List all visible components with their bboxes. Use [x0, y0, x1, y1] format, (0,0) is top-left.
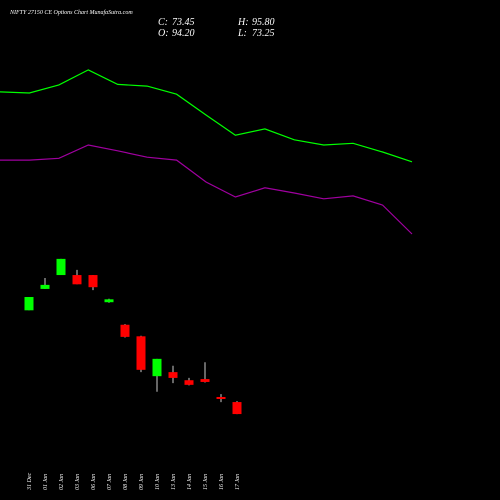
- x-tick-label: 08 Jan: [123, 474, 129, 490]
- x-tick-label: 06 Jan: [91, 474, 97, 490]
- candle-body: [40, 284, 50, 289]
- x-tick-label: 03 Jan: [75, 474, 81, 490]
- x-tick-label: 02 Jan: [59, 474, 65, 490]
- x-tick-label: 16 Jan: [219, 474, 225, 490]
- x-tick-label: 17 Jan: [235, 474, 241, 490]
- ohlc-value: 73.45: [172, 17, 195, 28]
- chart-title: NIFTY 27150 CE Options Chart MunafaSutra…: [9, 9, 133, 16]
- x-tick-label: 09 Jan: [139, 474, 145, 490]
- x-tick-label: 07 Jan: [107, 474, 113, 490]
- candle-body: [24, 297, 34, 311]
- candle-body: [136, 336, 146, 370]
- x-tick-label: 31 Dec: [27, 473, 33, 491]
- x-tick-label: 14 Jan: [186, 474, 193, 490]
- ohlc-key: C:: [158, 17, 168, 28]
- candle-body: [72, 275, 82, 285]
- ohlc-value: 73.25: [252, 28, 275, 39]
- ohlc-key: O:: [158, 28, 169, 39]
- indicator-line: [0, 144, 413, 235]
- candle-body: [168, 372, 178, 378]
- x-tick-label: 13 Jan: [171, 474, 177, 490]
- candle-body: [200, 379, 210, 382]
- candle-body: [104, 299, 114, 303]
- ohlc-value: 95.80: [252, 17, 275, 28]
- candle-body: [232, 402, 242, 415]
- candle-body: [56, 258, 66, 276]
- x-tick-label: 01 Jan: [43, 474, 49, 490]
- candle-body: [152, 358, 162, 377]
- candle-body: [88, 275, 98, 288]
- ohlc-key: H:: [237, 17, 249, 28]
- indicator-line: [0, 69, 413, 163]
- candle-body: [216, 396, 226, 400]
- x-tick-label: 15 Jan: [203, 474, 209, 490]
- candle-body: [184, 380, 194, 385]
- candle-body: [120, 324, 130, 337]
- ohlc-key: L:: [237, 28, 247, 39]
- ohlc-value: 94.20: [172, 28, 195, 39]
- x-tick-label: 10 Jan: [155, 474, 161, 490]
